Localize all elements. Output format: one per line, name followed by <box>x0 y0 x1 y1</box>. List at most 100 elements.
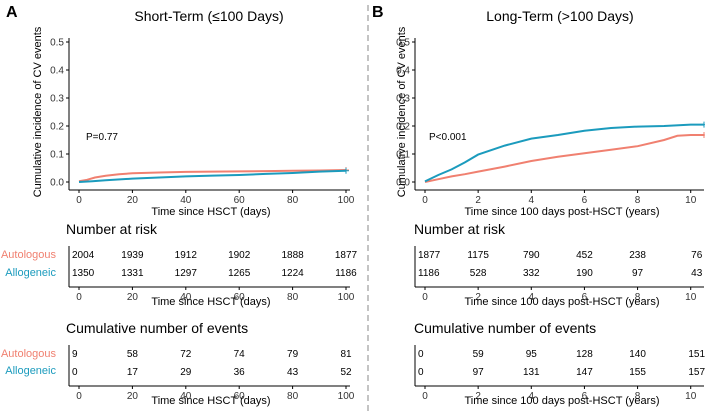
pa-risk-tick-label: 0 <box>76 292 82 303</box>
pa-risk-tick-label: 20 <box>127 292 139 303</box>
pb-events-cell: 155 <box>629 367 646 378</box>
panel-b-title: Long-Term (>100 Days) <box>486 8 633 24</box>
pb-events-cell: 157 <box>688 367 705 378</box>
pa-risk-cell: 1265 <box>228 268 251 279</box>
pa-events-cell: 43 <box>287 367 299 378</box>
panel-a-events-xlabel: Time since HSCT (days) <box>151 395 270 407</box>
pa-risk-cell: 1297 <box>175 268 198 279</box>
pb-xtick-label: 10 <box>685 195 697 206</box>
pa-events-cell: 81 <box>340 349 352 360</box>
pa-events-tick-label: 20 <box>127 391 139 402</box>
pb-events-cell: 147 <box>576 367 593 378</box>
pb-risk-cell: 452 <box>576 250 593 261</box>
pa-risk-cell: 1877 <box>335 250 358 261</box>
pa-events-cell: 74 <box>234 349 246 360</box>
pb-events-cell: 151 <box>688 349 705 360</box>
pb-ytick-label: 0.4 <box>396 66 410 77</box>
panel-a-label: A <box>6 4 18 21</box>
pa-ytick-label: 0.2 <box>50 122 64 133</box>
panel-a-risk-table: 2004 1939 1912 1902 1888 1877 1350 1331 1297 1265… <box>68 246 358 303</box>
pa-xtick-label: 40 <box>180 195 192 206</box>
pa-events-cell: 58 <box>127 349 139 360</box>
pb-censor-mark <box>701 131 705 138</box>
pb-risk-tick-label: 0 <box>422 292 428 303</box>
pb-events-cell: 0 <box>418 349 424 360</box>
pb-events-tick-label: 6 <box>582 391 588 402</box>
pb-xtick-label: 6 <box>582 195 588 206</box>
pa-xtick-label: 80 <box>287 195 299 206</box>
panel-b-events-xlabel: Time since 100 days post-HSCT (years) <box>464 395 659 407</box>
pa-ytick-label: 0.1 <box>50 150 64 161</box>
pa-events-cell: 9 <box>72 349 78 360</box>
pa-xtick-label: 100 <box>338 195 355 206</box>
panel-b-events-title: Cumulative number of events <box>414 320 596 336</box>
pa-ytick-label: 0.5 <box>50 38 64 49</box>
panel-b-label: B <box>372 4 384 21</box>
pb-risk-cell: 1186 <box>418 268 440 279</box>
pa-xtick-label: 60 <box>234 195 246 206</box>
pa-risk-cell: 1331 <box>121 268 144 279</box>
pb-risk-cell: 1175 <box>467 250 489 261</box>
pa-risk-tick-label: 80 <box>287 292 299 303</box>
panel-b-events-table: 0 59 95 128 140 151 0 97 131 147 155 157 0 2 4 6 8 10 <box>414 345 705 402</box>
panel-a-risk-xlabel: Time since HSCT (days) <box>151 296 270 308</box>
pb-ytick-label: 0.5 <box>396 38 410 49</box>
panel-a-plot: 0.0 0.1 0.2 0.3 0.4 0.5 0 20 40 60 80 100 <box>50 38 355 207</box>
pa-events-cell: 79 <box>287 349 299 360</box>
pb-risk-cell: 332 <box>523 268 540 279</box>
pb-xtick-label: 0 <box>422 195 428 206</box>
pb-events-cell: 131 <box>523 367 540 378</box>
panel-a-risk-row-label-allogeneic: Allogeneic <box>5 267 56 279</box>
panel-a-events-row-label-autologous: Autologous <box>1 348 57 360</box>
pb-events-cell: 59 <box>473 349 485 360</box>
panel-b-plot: 0.0 0.1 0.2 0.3 0.4 0.5 0 2 4 6 8 10 <box>396 38 705 206</box>
pa-ytick-label: 0.3 <box>50 94 64 105</box>
pa-events-tick-label: 60 <box>234 391 246 402</box>
pb-events-cell: 0 <box>418 367 424 378</box>
pa-ytick-label: 0.4 <box>50 66 64 77</box>
pa-risk-cell: 1939 <box>121 250 144 261</box>
panel-a-events-row-label-allogeneic: Allogeneic <box>5 365 56 377</box>
pa-events-tick-label: 80 <box>287 391 299 402</box>
pb-events-tick-label: 8 <box>635 391 641 402</box>
pb-risk-tick-label: 8 <box>635 292 641 303</box>
pa-risk-cell: 1888 <box>281 250 304 261</box>
pa-risk-cell: 1912 <box>175 250 198 261</box>
pb-risk-cell: 97 <box>632 268 644 279</box>
pb-risk-tick-label: 4 <box>529 292 535 303</box>
pa-events-cell: 36 <box>234 367 246 378</box>
pa-censor-mark <box>343 167 349 174</box>
pb-ytick-label: 0.2 <box>396 122 410 133</box>
pa-series-autologous <box>78 169 347 183</box>
panel-a-xlabel: Time since HSCT (days) <box>151 206 270 218</box>
panel-a-ylabel: Cumulative incidence of CV events <box>32 26 44 197</box>
pa-events-tick-label: 40 <box>180 391 192 402</box>
pb-series-allogeneic <box>424 123 704 183</box>
pb-risk-tick-label: 6 <box>582 292 588 303</box>
pa-risk-cell: 2004 <box>72 250 95 261</box>
pb-events-tick-label: 2 <box>475 391 481 402</box>
panel-b-pvalue: P<0.001 <box>429 132 467 143</box>
pb-risk-cell: 528 <box>470 268 487 279</box>
pa-risk-tick-label: 100 <box>338 292 355 303</box>
pb-events-cell: 140 <box>629 349 646 360</box>
pa-events-tick-label: 100 <box>338 391 355 402</box>
pa-ytick-label: 0.0 <box>50 178 64 189</box>
pa-events-cell: 52 <box>340 367 352 378</box>
panel-a-risk-title: Number at risk <box>66 221 158 237</box>
pb-risk-cell: 190 <box>576 268 593 279</box>
pb-series-autologous <box>424 134 704 183</box>
pb-risk-cell: 790 <box>523 250 540 261</box>
pb-events-cell: 97 <box>473 367 485 378</box>
pb-ytick-label: 0.0 <box>396 178 410 189</box>
pb-censor-mark <box>701 121 705 128</box>
pa-xtick-label: 20 <box>127 195 139 206</box>
pb-ytick-label: 0.3 <box>396 94 410 105</box>
panel-b-risk-xlabel: Time since 100 days post-HSCT (years) <box>464 296 659 308</box>
pa-xtick-label: 0 <box>76 195 82 206</box>
pb-events-cell: 128 <box>576 349 593 360</box>
panel-a-risk-row-label-autologous: Autologous <box>1 249 57 261</box>
pb-xtick-label: 8 <box>635 195 641 206</box>
panel-b-risk-title: Number at risk <box>414 221 506 237</box>
